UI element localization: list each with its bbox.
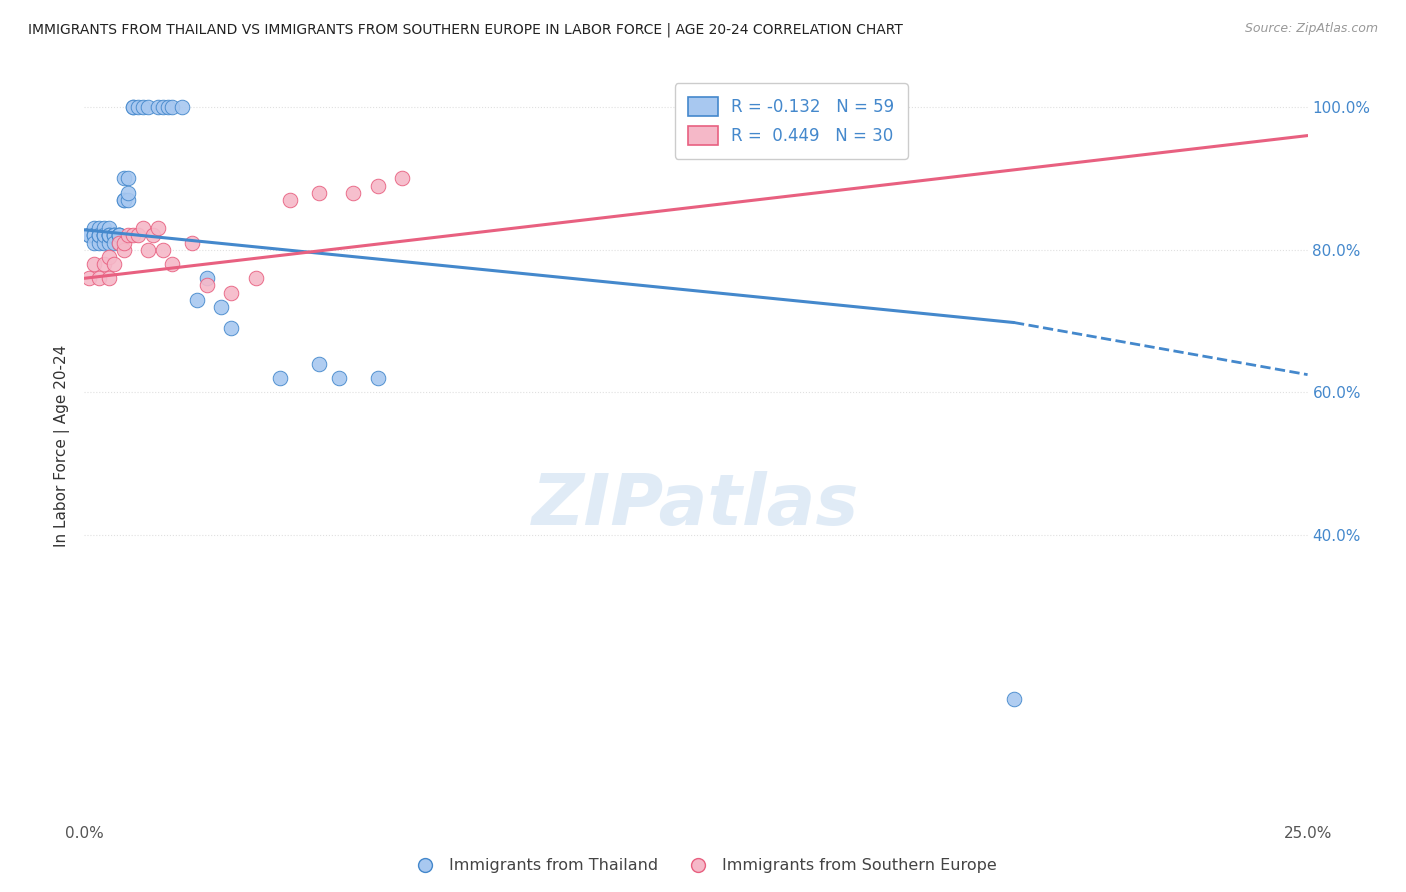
Point (93, 228, 115, 243)
Point (87, 235, 110, 250)
Point (87, 271, 110, 285)
Point (122, 100, 145, 114)
Point (831, 100, 853, 114)
Point (103, 228, 125, 243)
Point (172, 100, 194, 114)
Point (367, 371, 389, 385)
Point (97, 235, 120, 250)
Point (93, 228, 115, 243)
Point (103, 235, 125, 250)
Point (77, 228, 100, 243)
Point (278, 193, 301, 207)
Point (107, 235, 129, 250)
Point (107, 228, 129, 243)
Point (97, 228, 120, 243)
Point (97, 228, 120, 243)
Point (112, 235, 135, 250)
Point (107, 228, 129, 243)
Point (83, 228, 105, 243)
Text: IMMIGRANTS FROM THAILAND VS IMMIGRANTS FROM SOUTHERN EUROPE IN LABOR FORCE | AGE: IMMIGRANTS FROM THAILAND VS IMMIGRANTS F… (28, 22, 903, 37)
Point (93, 228, 115, 243)
Point (146, 221, 169, 235)
Point (146, 100, 169, 114)
Point (156, 100, 179, 114)
Point (97, 250, 120, 264)
Point (77, 271, 100, 285)
Point (97, 271, 120, 285)
Point (1002, 692, 1025, 706)
Point (87, 228, 110, 243)
Point (269, 371, 291, 385)
Point (117, 186, 139, 200)
Point (87, 228, 110, 243)
Point (83, 221, 105, 235)
Point (93, 257, 115, 271)
Point (142, 228, 165, 243)
Legend: R = -0.132   N = 59, R =  0.449   N = 30: R = -0.132 N = 59, R = 0.449 N = 30 (675, 84, 908, 159)
Point (391, 171, 413, 186)
Point (112, 243, 135, 257)
Point (219, 321, 242, 335)
Point (93, 228, 115, 243)
Y-axis label: In Labor Force | Age 20-24: In Labor Force | Age 20-24 (55, 345, 70, 547)
Point (122, 228, 145, 243)
Point (117, 228, 139, 243)
Point (97, 228, 120, 243)
Point (328, 371, 350, 385)
Point (136, 100, 159, 114)
Point (195, 278, 218, 293)
Point (132, 100, 155, 114)
Point (87, 221, 110, 235)
Point (93, 221, 115, 235)
Point (83, 257, 105, 271)
Point (97, 228, 120, 243)
Point (83, 235, 105, 250)
Point (136, 243, 159, 257)
Point (103, 228, 125, 243)
Point (107, 228, 129, 243)
Point (245, 271, 267, 285)
Point (103, 228, 125, 243)
Point (117, 193, 139, 207)
Point (181, 235, 204, 250)
Point (219, 285, 242, 300)
Point (112, 193, 135, 207)
Point (308, 186, 330, 200)
Point (103, 257, 125, 271)
Point (127, 228, 149, 243)
Text: Source: ZipAtlas.com: Source: ZipAtlas.com (1244, 22, 1378, 36)
Point (122, 100, 145, 114)
Point (132, 221, 155, 235)
Point (117, 171, 139, 186)
Legend: Immigrants from Thailand, Immigrants from Southern Europe: Immigrants from Thailand, Immigrants fro… (402, 852, 1004, 880)
Point (367, 178, 389, 193)
Point (152, 100, 174, 114)
Point (83, 228, 105, 243)
Point (77, 228, 100, 243)
Text: ZIPatlas: ZIPatlas (533, 472, 859, 541)
Point (112, 193, 135, 207)
Point (107, 228, 129, 243)
Point (87, 228, 110, 243)
Point (195, 271, 218, 285)
Point (93, 235, 115, 250)
Point (97, 228, 120, 243)
Point (308, 357, 330, 371)
Point (107, 235, 129, 250)
Point (162, 100, 184, 114)
Point (342, 186, 364, 200)
Point (186, 293, 208, 307)
Point (209, 300, 232, 314)
Point (127, 100, 149, 114)
Point (880, 100, 903, 114)
Point (152, 243, 174, 257)
Point (162, 257, 184, 271)
Point (112, 171, 135, 186)
Point (97, 221, 120, 235)
Point (83, 228, 105, 243)
